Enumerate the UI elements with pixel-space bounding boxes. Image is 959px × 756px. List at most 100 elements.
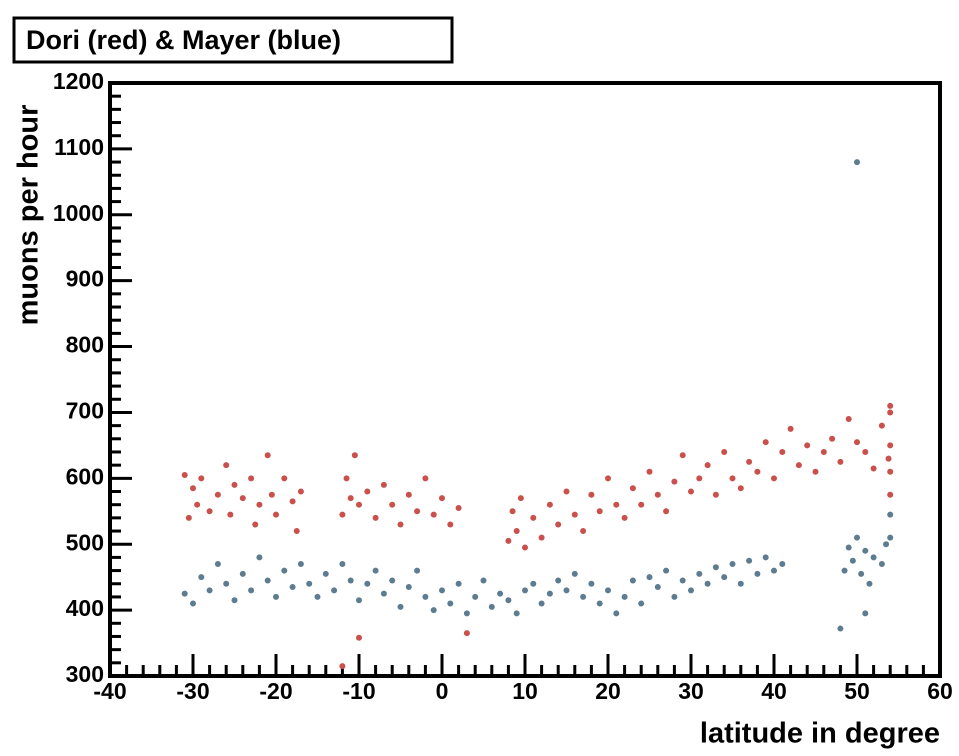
data-point bbox=[268, 491, 275, 498]
data-point bbox=[297, 488, 304, 495]
data-point bbox=[771, 567, 777, 574]
data-point bbox=[281, 475, 288, 482]
data-point bbox=[206, 508, 213, 515]
data-point bbox=[380, 590, 387, 597]
data-point bbox=[754, 570, 761, 577]
data-point bbox=[887, 402, 894, 409]
data-point bbox=[339, 511, 346, 518]
data-point bbox=[239, 570, 246, 577]
data-point bbox=[198, 574, 205, 581]
data-point bbox=[422, 475, 429, 482]
data-point bbox=[737, 485, 744, 492]
data-point bbox=[430, 607, 437, 614]
data-point bbox=[239, 495, 246, 502]
data-point bbox=[223, 580, 230, 587]
data-point bbox=[364, 488, 371, 495]
data-point bbox=[746, 557, 753, 564]
data-point bbox=[463, 610, 470, 617]
data-point bbox=[181, 590, 188, 597]
data-point bbox=[729, 560, 736, 567]
data-point bbox=[854, 439, 860, 446]
data-point bbox=[762, 554, 769, 561]
data-point bbox=[887, 511, 894, 518]
data-point bbox=[654, 584, 661, 591]
data-point bbox=[455, 504, 462, 511]
data-point bbox=[729, 475, 736, 482]
data-point bbox=[414, 508, 421, 515]
data-point bbox=[837, 625, 844, 632]
data-point bbox=[405, 584, 412, 591]
data-point bbox=[870, 554, 877, 561]
data-point bbox=[497, 590, 504, 597]
data-point bbox=[638, 501, 645, 508]
data-point bbox=[198, 475, 205, 482]
x-tick-label: 0 bbox=[436, 678, 449, 704]
data-point bbox=[380, 481, 387, 488]
data-point bbox=[845, 416, 852, 423]
data-point bbox=[580, 528, 587, 535]
data-point bbox=[522, 587, 528, 594]
data-point bbox=[488, 603, 495, 610]
data-point bbox=[849, 557, 856, 564]
data-point bbox=[862, 610, 869, 617]
data-point bbox=[663, 567, 670, 574]
data-point bbox=[414, 567, 421, 574]
data-point bbox=[185, 514, 192, 521]
data-point bbox=[671, 593, 678, 600]
data-point bbox=[339, 663, 346, 670]
data-point bbox=[509, 508, 516, 515]
data-point bbox=[762, 439, 769, 446]
data-point bbox=[214, 560, 221, 567]
data-point bbox=[194, 501, 201, 508]
data-point bbox=[704, 580, 711, 587]
data-point bbox=[571, 570, 578, 577]
data-point bbox=[252, 521, 259, 528]
data-point bbox=[297, 560, 304, 567]
data-point bbox=[854, 159, 860, 166]
y-tick-label: 700 bbox=[66, 398, 104, 424]
data-point bbox=[887, 409, 894, 416]
data-point bbox=[538, 534, 545, 541]
data-point bbox=[841, 567, 848, 574]
data-point bbox=[447, 521, 454, 528]
data-point bbox=[588, 491, 595, 498]
data-point bbox=[746, 458, 753, 465]
data-point bbox=[804, 442, 811, 449]
data-point bbox=[688, 587, 694, 594]
data-point bbox=[389, 501, 396, 508]
data-point bbox=[389, 577, 396, 584]
data-point bbox=[654, 491, 661, 498]
x-tick-label: 50 bbox=[844, 678, 870, 704]
data-point bbox=[227, 511, 234, 518]
data-point bbox=[397, 521, 404, 528]
y-tick-label: 300 bbox=[66, 661, 104, 687]
data-point bbox=[439, 587, 445, 594]
data-point bbox=[339, 560, 346, 567]
data-point bbox=[517, 495, 524, 502]
data-point bbox=[347, 577, 354, 584]
data-point bbox=[397, 603, 404, 610]
data-point bbox=[829, 435, 836, 442]
data-point bbox=[356, 634, 362, 641]
data-point bbox=[887, 491, 894, 498]
data-point bbox=[546, 501, 553, 508]
data-point bbox=[480, 577, 487, 584]
data-point bbox=[596, 508, 603, 515]
y-axis-label: muons per hour bbox=[13, 105, 45, 326]
data-point bbox=[754, 468, 761, 475]
data-point bbox=[356, 501, 362, 508]
y-tick-label: 400 bbox=[66, 595, 104, 621]
data-point bbox=[605, 475, 611, 482]
data-point bbox=[343, 475, 350, 482]
data-point bbox=[293, 528, 300, 535]
data-point bbox=[820, 448, 827, 455]
data-point bbox=[190, 485, 196, 492]
data-point bbox=[638, 600, 645, 607]
data-point bbox=[264, 452, 271, 459]
data-point bbox=[522, 544, 528, 551]
data-point bbox=[779, 448, 786, 455]
data-point bbox=[306, 580, 313, 587]
data-point bbox=[430, 511, 437, 518]
data-point bbox=[214, 491, 221, 498]
